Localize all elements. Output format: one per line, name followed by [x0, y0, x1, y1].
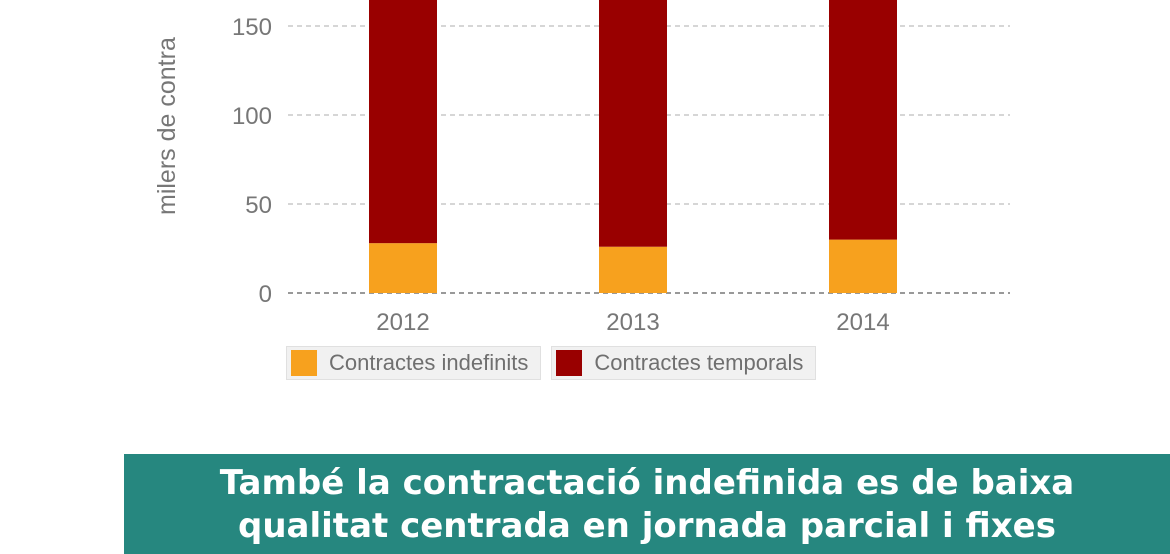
bar-2013-indefinits — [599, 246, 667, 293]
legend-label-indefinits: Contractes indefinits — [329, 350, 529, 375]
y-tick-label-50: 50 — [245, 192, 272, 219]
y-tick-label-150: 150 — [232, 14, 272, 41]
x-tick-label-2013: 2013 — [606, 309, 659, 336]
y-axis-ticks: 0 50 100 150 — [232, 14, 272, 308]
headline-line-2: qualitat centrada en jornada parcial i f… — [238, 506, 1056, 546]
bar-2012-indefinits — [369, 243, 437, 293]
bar-2012-temporals — [369, 0, 437, 244]
y-tick-label-0: 0 — [259, 281, 272, 308]
legend-swatch-indefinits — [291, 350, 317, 376]
y-axis-title: milers de contra — [153, 37, 181, 215]
x-tick-label-2012: 2012 — [376, 309, 429, 336]
legend-item-temporals[interactable]: Contractes temporals — [551, 346, 817, 380]
bar-chart: 0 50 100 150 2012 2013 2014 milers de contra — [153, 0, 1010, 336]
bars — [369, 0, 897, 293]
legend-item-indefinits[interactable]: Contractes indefinits — [286, 346, 542, 380]
bar-2014-indefinits — [829, 239, 897, 293]
bar-2013-temporals — [599, 0, 667, 247]
legend-swatch-temporals — [556, 350, 583, 376]
bar-2014-temporals — [829, 0, 897, 240]
x-axis-labels: 2012 2013 2014 — [376, 309, 889, 336]
legend-label-temporals: Contractes temporals — [594, 350, 804, 375]
legend: Contractes indefinits Contractes tempora… — [286, 346, 817, 380]
headline-line-1: També la contractació indefinida es de b… — [219, 463, 1075, 503]
y-tick-label-100: 100 — [232, 103, 272, 130]
x-tick-label-2014: 2014 — [836, 309, 889, 336]
headline-banner: També la contractació indefinida es de b… — [124, 454, 1170, 554]
